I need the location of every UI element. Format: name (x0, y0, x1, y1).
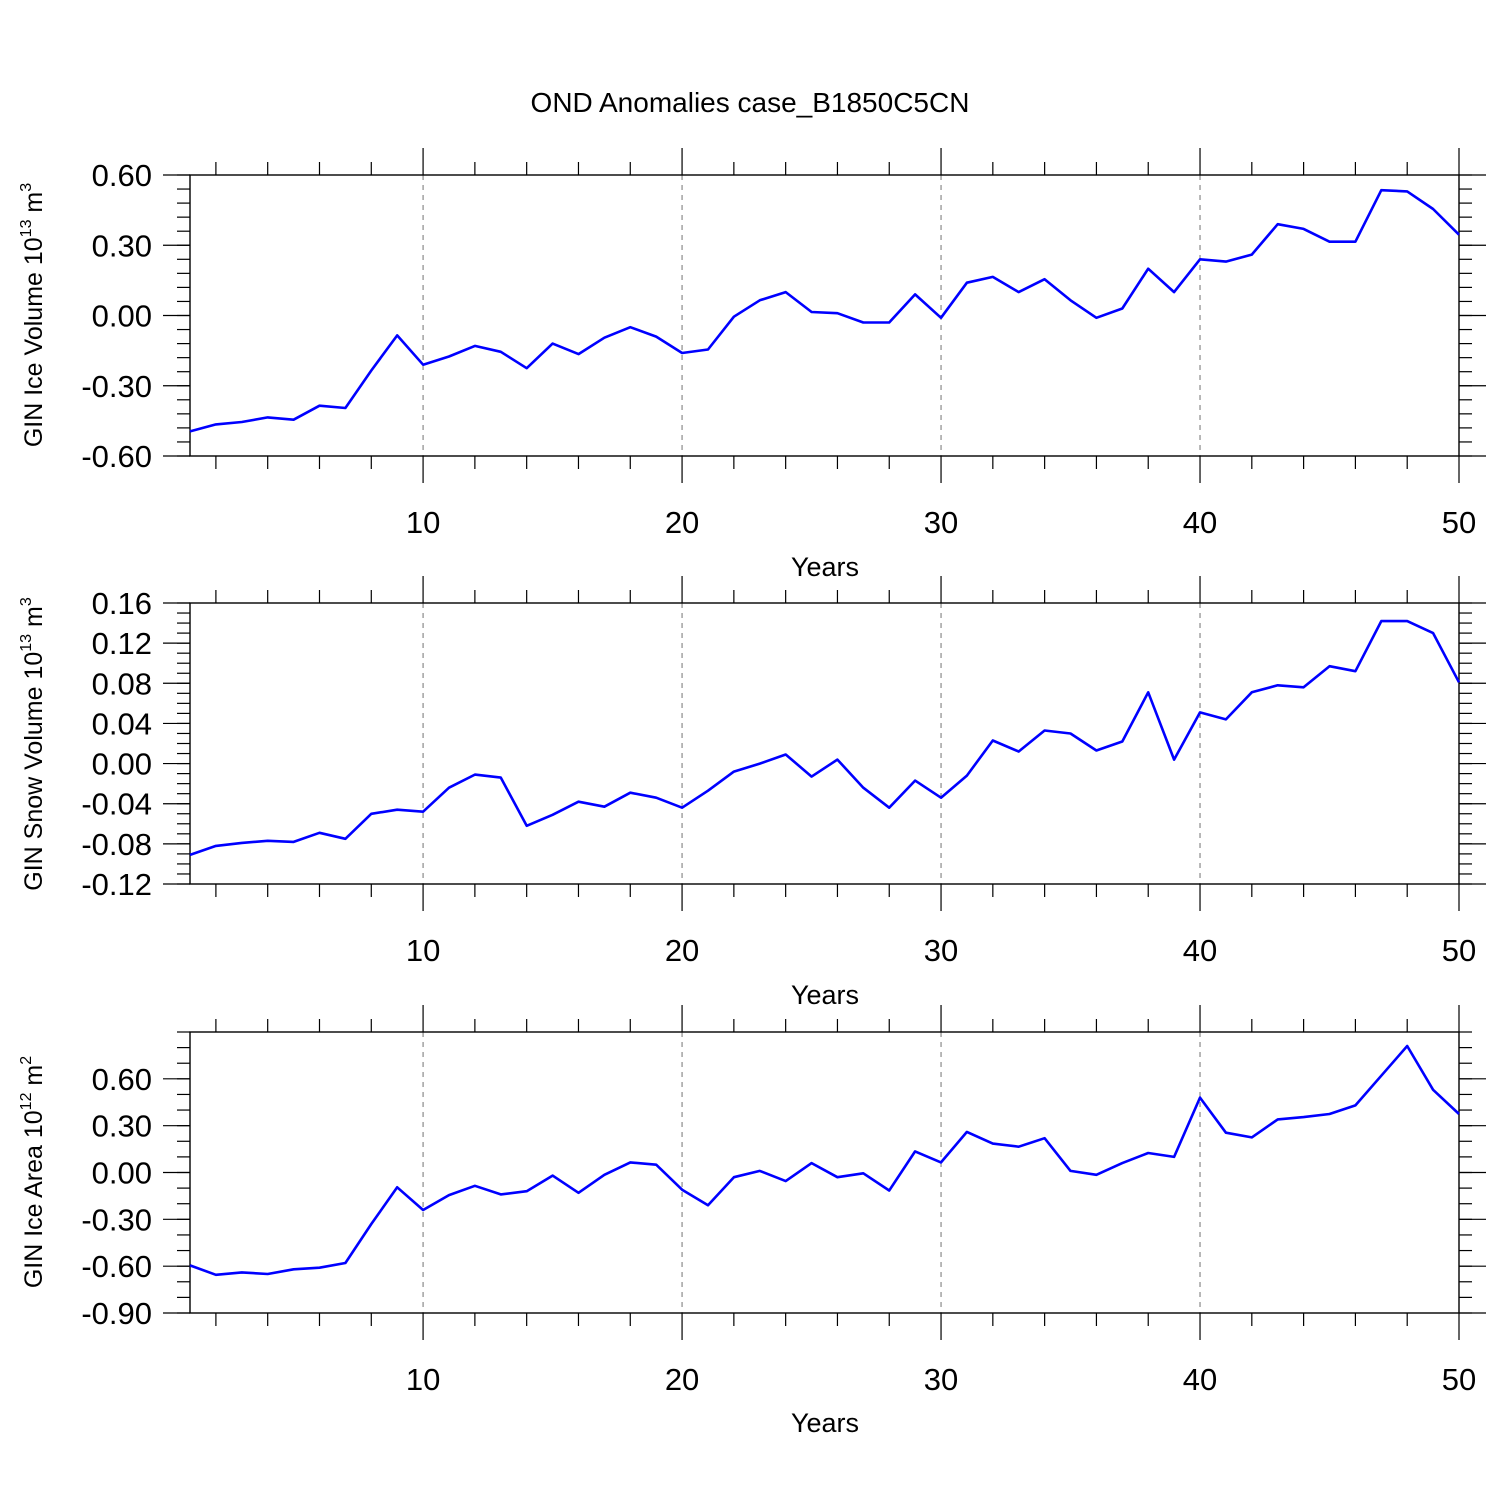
snow-volume-x-tick-label: 30 (924, 933, 958, 968)
panel-ice-volume: GIN Ice Volume 1013 m3 Years (18, 183, 859, 582)
ice-area-x-tick-label: 40 (1183, 1362, 1217, 1397)
snow-volume-y-tick-label: -0.08 (81, 827, 152, 862)
ice-area-y-tick-label: -0.60 (81, 1249, 152, 1284)
snow-volume-x-tick-label: 10 (406, 933, 440, 968)
ice-area-series-line (189, 1044, 1460, 1277)
ice-volume-x-tick-label: 20 (665, 505, 699, 540)
ice-area-y-tick-label: 0.60 (92, 1062, 152, 1097)
panel-ice-area: GIN Ice Area 1012 m2 Years (18, 1056, 859, 1438)
snow-volume-plot: -0.12 -0.08 -0.04 0.00 0.04 0.08 0.12 0.16 10 20 3… (81, 576, 1486, 968)
ice-volume-y-tick-label: -0.30 (81, 369, 152, 404)
ice-volume-y-tick-label: 0.00 (92, 299, 152, 334)
ice-area-plot-frame (189, 1031, 1460, 1314)
ice-volume-y-tick-label: 0.60 (92, 158, 152, 193)
snow-volume-y-tick-label: -0.04 (81, 787, 152, 822)
ice-volume-y-tick-label: 0.30 (92, 228, 152, 263)
snow-volume-ylabel: GIN Snow Volume 1013 m3 (18, 597, 48, 891)
ice-volume-x-tick-label: 30 (924, 505, 958, 540)
ice-volume-x-tick-label: 10 (406, 505, 440, 540)
ice-area-y-tick-label: -0.30 (81, 1202, 152, 1237)
ice-area-y-tick-label: 0.30 (92, 1109, 152, 1144)
ice-area-ylabel: GIN Ice Area 1012 m2 (18, 1056, 48, 1288)
ice-volume-xlabel: Years (791, 552, 859, 582)
ice-volume-x-tick-label: 40 (1183, 505, 1217, 540)
ice-area-y-tick-label: 0.00 (92, 1156, 152, 1191)
ice-volume-ylabel: GIN Ice Volume 1013 m3 (18, 183, 48, 447)
ice-volume-x-tick-label: 50 (1442, 505, 1476, 540)
snow-volume-y-tick-label: 0.16 (92, 586, 152, 621)
ice-area-x-tick-label: 10 (406, 1362, 440, 1397)
snow-volume-y-tick-label: -0.12 (81, 867, 152, 902)
ice-volume-plot-frame (189, 174, 1460, 457)
snow-volume-plot-frame (189, 602, 1460, 885)
snow-volume-x-tick-label: 20 (665, 933, 699, 968)
ice-area-x-tick-label: 30 (924, 1362, 958, 1397)
ice-area-plot: -0.90 -0.60 -0.30 0.00 0.30 0.60 10 20 30 40 50 (81, 1005, 1486, 1397)
snow-volume-y-tick-label: 0.00 (92, 747, 152, 782)
ice-area-y-tick-label: -0.90 (81, 1296, 152, 1331)
snow-volume-y-tick-label: 0.12 (92, 626, 152, 661)
ice-area-x-tick-label: 20 (665, 1362, 699, 1397)
figure-title: OND Anomalies case_B1850C5CN (531, 87, 970, 118)
ice-area-xlabel: Years (791, 1408, 859, 1438)
panel-snow-volume: GIN Snow Volume 1013 m3 Years (18, 597, 859, 1010)
ice-volume-y-tick-label: -0.60 (81, 439, 152, 474)
snow-volume-y-tick-label: 0.04 (92, 706, 152, 741)
ice-volume-plot: -0.60 -0.30 0.00 0.30 0.60 10 20 30 40 50 (81, 148, 1486, 540)
snow-volume-x-tick-label: 50 (1442, 933, 1476, 968)
snow-volume-xlabel: Years (791, 980, 859, 1010)
ice-area-x-tick-label: 50 (1442, 1362, 1476, 1397)
ice-volume-series-line (189, 188, 1460, 433)
snow-volume-x-tick-label: 40 (1183, 933, 1217, 968)
snow-volume-y-tick-label: 0.08 (92, 666, 152, 701)
snow-volume-series-line (189, 619, 1461, 857)
